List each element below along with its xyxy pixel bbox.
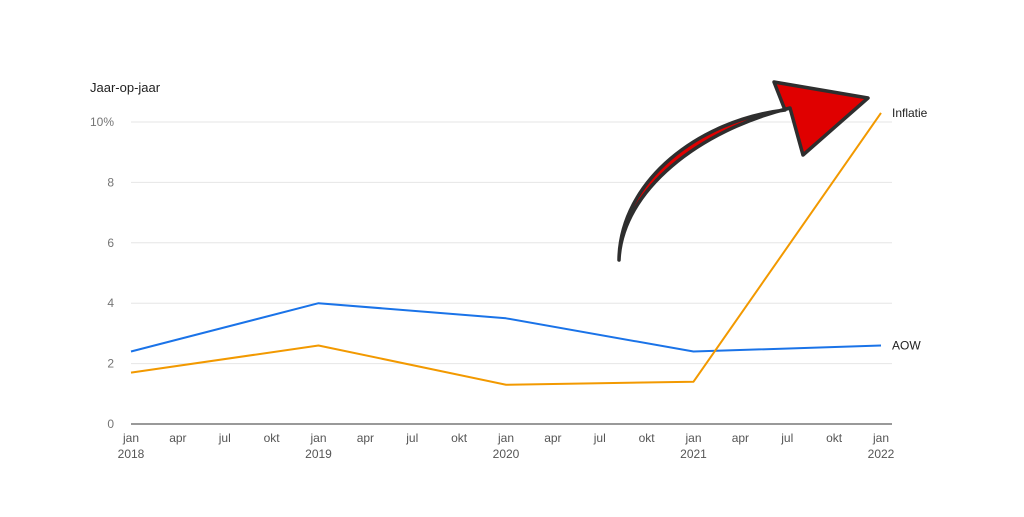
x-tick-label: okt	[264, 431, 281, 445]
y-tick-label: 8	[107, 175, 114, 189]
series-label-aow: AOW	[892, 338, 921, 352]
y-tick-label: 10%	[90, 115, 114, 129]
y-tick-label: 0	[107, 417, 114, 431]
series-label-inflatie: Inflatie	[892, 106, 928, 120]
x-tick-label: okt	[451, 431, 468, 445]
x-tick-year-label: 2019	[305, 447, 332, 461]
gridlines	[131, 121, 892, 425]
x-tick-label: apr	[544, 431, 561, 445]
y-axis-ticks: 0 2 4 6 8 10%	[90, 115, 114, 431]
y-tick-label: 4	[107, 296, 114, 310]
series-labels: AOW Inflatie	[892, 106, 928, 353]
x-tick-label: jul	[405, 431, 418, 445]
x-tick-year-label: 2021	[680, 447, 707, 461]
x-tick-label: jan	[497, 431, 514, 445]
x-tick-year-label: 2022	[868, 447, 895, 461]
y-tick-label: 6	[107, 236, 114, 250]
y-tick-label: 2	[107, 357, 114, 371]
series-line-inflatie	[130, 112, 882, 386]
red-arrow-annotation	[617, 80, 870, 262]
x-tick-label: apr	[169, 431, 186, 445]
x-tick-year-label: 2020	[493, 447, 520, 461]
x-tick-label: okt	[639, 431, 656, 445]
series-lines	[130, 112, 882, 386]
series-line-aow	[130, 302, 882, 353]
x-tick-label: apr	[732, 431, 749, 445]
x-tick-label: jul	[218, 431, 231, 445]
x-tick-label: apr	[357, 431, 374, 445]
x-tick-year-label: 2018	[118, 447, 145, 461]
x-tick-label: jan	[684, 431, 701, 445]
x-tick-label: jan	[872, 431, 889, 445]
x-tick-label: jan	[122, 431, 139, 445]
x-tick-label: jul	[593, 431, 606, 445]
x-tick-label: jan	[309, 431, 326, 445]
x-axis-ticks: jan 2018 apr jul okt jan 2019 apr jul okt jan 2020 a…	[118, 431, 895, 461]
x-tick-label: jul	[780, 431, 793, 445]
y-axis-label: Jaar-op-jaar	[90, 80, 161, 95]
x-tick-label: okt	[826, 431, 843, 445]
